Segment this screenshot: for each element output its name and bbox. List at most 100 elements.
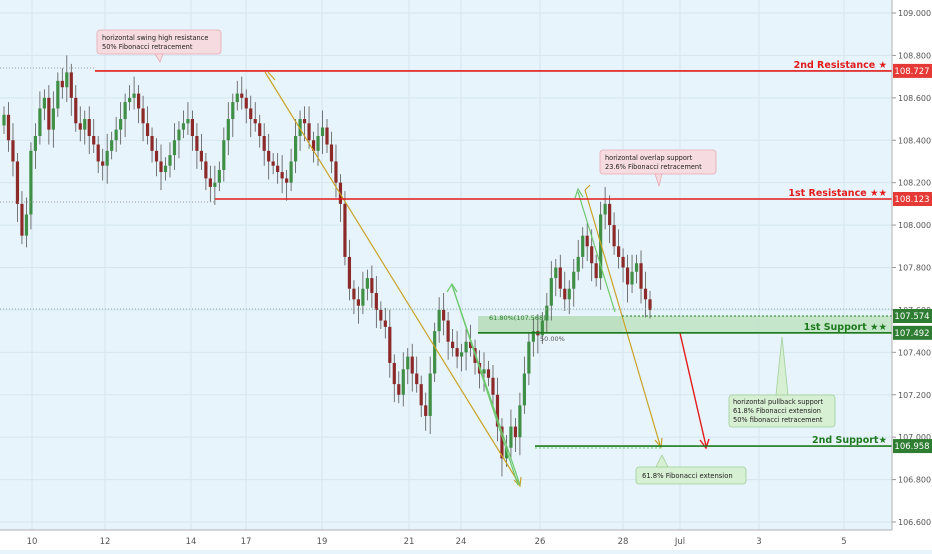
price-tag-label: 107.492: [894, 329, 929, 339]
candle-body: [401, 369, 405, 395]
x-tick-label: 5: [841, 537, 846, 547]
annotation-line: 23.6% Fibonacci retracement: [605, 163, 702, 171]
candle-body: [325, 127, 329, 145]
arrowhead-2: [446, 282, 458, 293]
x-tick-labels: 10 12 14 17 19 21 24 26 28 Jul 3 5: [27, 537, 847, 547]
candle-body: [60, 80, 64, 88]
candle-body: [437, 309, 441, 332]
x-tick-label: 3: [756, 537, 761, 547]
candle-body: [168, 155, 172, 166]
candle-body: [293, 136, 298, 162]
candle-body: [442, 309, 446, 321]
candle-body: [343, 203, 347, 257]
candle-body: [433, 331, 437, 374]
candle-body: [424, 405, 428, 416]
candle-body: [6, 114, 11, 141]
candle-body: [621, 256, 625, 268]
candle-body: [567, 288, 571, 300]
arrowhead-1: [513, 476, 522, 488]
y-tick-label: 108.200: [898, 179, 931, 188]
candle-body: [199, 150, 203, 162]
arrow-top-2: [584, 184, 591, 191]
candle-body: [217, 169, 221, 183]
candle-body: [136, 93, 141, 109]
candle-body: [316, 136, 320, 151]
candle-body: [231, 102, 235, 120]
candle-body: [554, 267, 558, 279]
candle-body: [630, 271, 634, 285]
candle-body: [347, 256, 352, 289]
fib-zone: [478, 316, 623, 334]
candle-body: [612, 225, 616, 247]
candle-body: [92, 136, 96, 145]
candle-body: [204, 161, 208, 179]
candle-body: [545, 305, 549, 321]
candle-body: [213, 182, 217, 187]
candle-body: [572, 271, 576, 289]
candle-body: [415, 373, 419, 385]
candle-body: [513, 426, 518, 438]
candle-body: [540, 320, 544, 336]
candle-body: [114, 129, 118, 141]
candle-body: [397, 384, 401, 395]
y-tick-label: 107.400: [898, 348, 931, 357]
levels: 2nd Resistance ★ 1st Resistance ★★ 1st Sup…: [95, 60, 892, 447]
candle-body: [329, 144, 334, 162]
candle-body: [383, 320, 387, 327]
y-tick-label: 109.000: [898, 9, 931, 18]
candle-body: [280, 172, 284, 179]
candle-body: [464, 341, 468, 353]
candle-body: [428, 373, 432, 416]
current-price-tag: [893, 309, 932, 323]
y-tick-label: 108.400: [898, 136, 931, 145]
candle-body: [608, 203, 612, 226]
candle-body: [639, 263, 643, 289]
candle-body: [527, 341, 531, 374]
candle-body: [105, 150, 109, 166]
candle-body: [576, 256, 580, 272]
y-tick-label: 108.000: [898, 221, 931, 230]
candle-body: [455, 348, 459, 357]
candle-body: [549, 278, 553, 306]
price-tag: [893, 63, 932, 78]
y-tick-label: 108.800: [898, 51, 931, 60]
candle-body: [20, 203, 24, 236]
x-tick-label: 28: [618, 537, 629, 547]
candle-body: [172, 140, 177, 156]
candle-body: [374, 292, 378, 310]
fib-label-50: 50.00%: [540, 335, 565, 343]
candle-body: [361, 288, 365, 306]
arrowhead-4: [574, 187, 584, 199]
candle-body: [307, 123, 311, 141]
price-tag-label: 108.123: [894, 195, 929, 205]
price-tag: [893, 439, 932, 454]
candle-body: [74, 97, 78, 124]
candle-body: [594, 263, 598, 279]
x-tick-label: 21: [404, 537, 415, 547]
candle-body: [504, 447, 509, 459]
candle-body: [648, 299, 652, 310]
y-tick-label: 107.800: [898, 264, 931, 273]
candle-body: [285, 178, 289, 183]
candle-body: [101, 161, 105, 166]
candle-body: [563, 288, 567, 300]
candle-body: [208, 178, 212, 187]
candle-body: [320, 127, 325, 137]
y-tick-label: 108.600: [898, 94, 931, 103]
candle-body: [625, 267, 630, 285]
candle-body: [244, 97, 248, 109]
candle-body: [482, 369, 486, 374]
candle-body: [96, 144, 100, 162]
candle-body: [240, 93, 244, 98]
candle-body: [289, 161, 293, 183]
y-axis-panel[interactable]: [892, 0, 932, 550]
candle-body: [195, 136, 199, 151]
annotation-line: 50% fibonacci retracement: [733, 416, 823, 424]
candle-body: [634, 263, 639, 272]
arrowhead-3: [654, 437, 663, 449]
trend-arrows: [264, 71, 710, 488]
x-axis-panel[interactable]: [0, 530, 892, 550]
candle-body: [370, 278, 374, 293]
